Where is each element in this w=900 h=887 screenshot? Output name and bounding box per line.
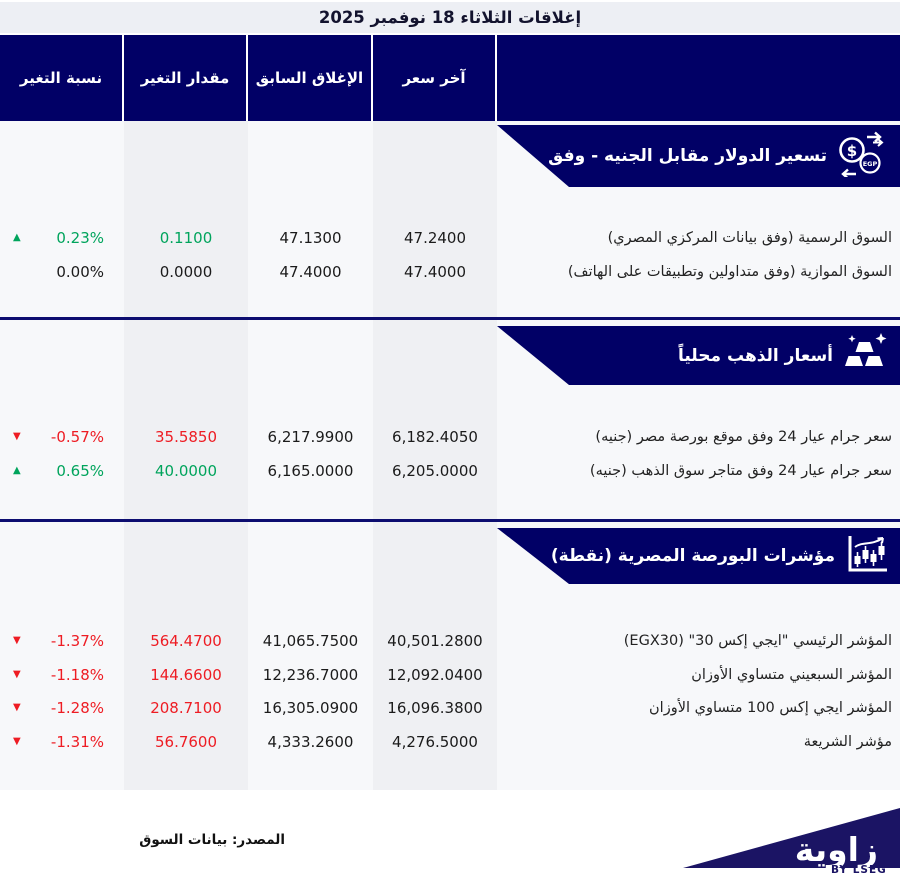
- pct-change-value: 0.00%: [56, 263, 104, 281]
- dollar-egp-exchange-icon: $ EGP: [836, 131, 888, 181]
- row-label: السوق الموازية (وفق متداولين وتطبيقات عل…: [567, 264, 892, 280]
- row-label: المؤشر الرئيسي "ايجي إكس 30" (EGX30): [623, 633, 892, 649]
- column-stripe-last: [373, 35, 497, 790]
- pct-change-value: 0.65%: [56, 462, 104, 480]
- table-row: ▼ -1.37% 564.4700 41,065.7500 40,501.280…: [0, 625, 900, 657]
- svg-text:$: $: [847, 142, 857, 160]
- last-price-cell: 4,276.5000: [392, 733, 478, 751]
- previous-close-cell: 47.1300: [279, 229, 342, 247]
- pct-change-value: -1.18%: [50, 666, 104, 684]
- pct-change-value: -1.31%: [50, 733, 104, 751]
- pct-change-cell: ▼ -1.31%: [0, 726, 124, 758]
- section-header-gold: أسعار الذهب محلياً: [497, 326, 900, 385]
- candlestick-chart-icon: [844, 534, 888, 578]
- trend-up-icon: ▲: [13, 232, 21, 243]
- last-price-cell: 47.2400: [403, 229, 467, 247]
- section-header-usd-egp: $ EGP تسعير الدولار مقابل الجنيه - وفق: [497, 125, 900, 187]
- row-label: المؤشر ايجي إكس 100 متساوي الأوزان: [649, 700, 892, 716]
- by-lseg-label: BY LSEG: [831, 864, 887, 876]
- pct-change-cell: ▲ 0.65%: [0, 455, 124, 487]
- change-amount-cell: 564.4700: [150, 632, 222, 650]
- change-amount-cell: 40.0000: [154, 462, 218, 480]
- section-title: تسعير الدولار مقابل الجنيه - وفق: [548, 146, 827, 166]
- pct-change-cell: ▼ -1.37%: [0, 625, 124, 657]
- previous-close-cell: 41,065.7500: [262, 632, 359, 650]
- change-amount-cell: 0.1100: [159, 229, 213, 247]
- section-header-egx-indices: مؤشرات البورصة المصرية (نقطة): [497, 528, 900, 584]
- table-row: 0.00% 0.0000 47.4000 47.4000 السوق الموا…: [0, 256, 900, 288]
- pct-change-value: -1.28%: [50, 699, 104, 717]
- previous-close-cell: 47.4000: [279, 263, 342, 281]
- row-label: سعر جرام عيار 24 وفق موقع بورصة مصر (جني…: [595, 429, 892, 445]
- pct-change-cell: ▼ -1.28%: [0, 692, 124, 724]
- column-stripe-prev: [248, 35, 373, 790]
- last-price-cell: 47.4000: [403, 263, 467, 281]
- last-price-cell: 16,096.3800: [387, 699, 483, 717]
- table-row: ▲ 0.65% 40.0000 6,165.0000 6,205.0000 سع…: [0, 455, 900, 487]
- last-price-cell: 40,501.2800: [387, 632, 483, 650]
- trend-up-icon: ▲: [13, 465, 21, 476]
- last-price-cell: 6,182.4050: [392, 428, 478, 446]
- pct-change-value: -0.57%: [50, 428, 104, 446]
- change-amount-cell: 56.7600: [154, 733, 218, 751]
- pct-change-cell: 0.00%: [0, 256, 124, 288]
- table-row: ▲ 0.23% 0.1100 47.1300 47.2400 السوق الر…: [0, 222, 900, 254]
- header-filler: [497, 35, 900, 121]
- trend-down-icon: ▼: [13, 702, 21, 713]
- column-stripe-change: [124, 35, 248, 790]
- last-price-cell: 12,092.0400: [387, 666, 483, 684]
- column-stripe-pct: [0, 35, 124, 790]
- gold-bars-icon: [842, 332, 888, 379]
- trend-down-icon: ▼: [13, 635, 21, 646]
- trend-down-icon: ▼: [13, 669, 21, 680]
- previous-close-cell: 4,333.2600: [267, 733, 354, 751]
- row-label: السوق الرسمية (وفق بيانات المركزي المصري…: [607, 230, 892, 246]
- pct-change-value: -1.37%: [50, 632, 104, 650]
- zawya-wordmark: زاوية: [794, 830, 878, 869]
- header-change-amount: مقدار التغير: [124, 35, 246, 121]
- previous-close-cell: 6,217.9900: [267, 428, 354, 446]
- svg-text:EGP: EGP: [863, 160, 878, 168]
- pct-change-cell: ▼ -1.18%: [0, 659, 124, 691]
- section-divider: [0, 317, 900, 320]
- source-note: المصدر: بيانات السوق: [139, 832, 285, 848]
- pct-change-cell: ▼ -0.57%: [0, 421, 124, 453]
- trend-down-icon: ▼: [13, 736, 21, 747]
- header-previous-close: الإغلاق السابق: [248, 35, 371, 121]
- section-divider: [0, 519, 900, 522]
- table-row: ▼ -0.57% 35.5850 6,217.9900 6,182.4050 س…: [0, 421, 900, 453]
- change-amount-cell: 208.7100: [150, 699, 222, 717]
- page-title: إغلاقات الثلاثاء 18 نوفمبر 2025: [318, 8, 582, 27]
- table-row: ▼ -1.28% 208.7100 16,305.0900 16,096.380…: [0, 692, 900, 724]
- section-title: أسعار الذهب محلياً: [677, 345, 833, 366]
- header-last-price: آخر سعر: [373, 35, 495, 121]
- title-bar: إغلاقات الثلاثاء 18 نوفمبر 2025: [0, 2, 900, 33]
- change-amount-cell: 144.6600: [150, 666, 222, 684]
- row-label: سعر جرام عيار 24 وفق متاجر سوق الذهب (جن…: [589, 463, 892, 479]
- last-price-cell: 6,205.0000: [392, 462, 478, 480]
- change-amount-cell: 35.5850: [154, 428, 218, 446]
- row-label: مؤشر الشريعة: [803, 734, 892, 750]
- pct-change-value: 0.23%: [56, 229, 104, 247]
- header-pct-change: نسبة التغير: [0, 35, 122, 121]
- previous-close-cell: 6,165.0000: [267, 462, 354, 480]
- table-row: ▼ -1.31% 56.7600 4,333.2600 4,276.5000 م…: [0, 726, 900, 758]
- section-title: مؤشرات البورصة المصرية (نقطة): [550, 546, 835, 566]
- previous-close-cell: 12,236.7000: [262, 666, 359, 684]
- pct-change-cell: ▲ 0.23%: [0, 222, 124, 254]
- change-amount-cell: 0.0000: [159, 263, 213, 281]
- previous-close-cell: 16,305.0900: [262, 699, 359, 717]
- trend-down-icon: ▼: [13, 431, 21, 442]
- table-row: ▼ -1.18% 144.6600 12,236.7000 12,092.040…: [0, 659, 900, 691]
- row-label: المؤشر السبعيني متساوي الأوزان: [691, 667, 892, 683]
- table-header-row: نسبة التغير مقدار التغير الإغلاق السابق …: [0, 35, 900, 121]
- zawya-logo: زاوية: [683, 808, 900, 868]
